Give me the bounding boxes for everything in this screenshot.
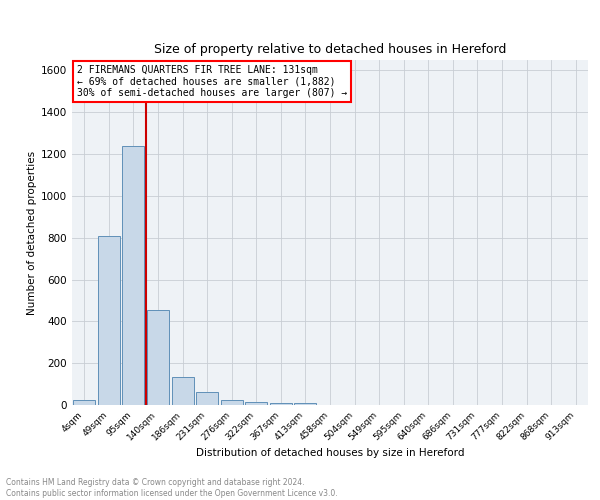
Bar [245, 402, 268, 405]
Bar [196, 392, 218, 405]
Bar [172, 377, 194, 405]
Bar [73, 400, 95, 405]
Text: 2 FIREMANS QUARTERS FIR TREE LANE: 131sqm
← 69% of detached houses are smaller (: 2 FIREMANS QUARTERS FIR TREE LANE: 131sq… [77, 65, 347, 98]
Title: Size of property relative to detached houses in Hereford: Size of property relative to detached ho… [154, 43, 506, 56]
Bar [221, 400, 243, 405]
Bar [270, 403, 292, 405]
X-axis label: Distribution of detached houses by size in Hereford: Distribution of detached houses by size … [196, 448, 464, 458]
Bar [147, 310, 169, 405]
Bar [122, 146, 145, 405]
Bar [295, 403, 316, 405]
Y-axis label: Number of detached properties: Number of detached properties [27, 150, 37, 314]
Bar [98, 236, 120, 405]
Text: Contains HM Land Registry data © Crown copyright and database right 2024.
Contai: Contains HM Land Registry data © Crown c… [6, 478, 338, 498]
Text: FIREMANS QUARTERS, FIR TREE LANE, ROTHERWAS INDUSTRIAL ESTATE, HEREFORD, HR2 6: FIREMANS QUARTERS, FIR TREE LANE, ROTHER… [49, 11, 551, 21]
